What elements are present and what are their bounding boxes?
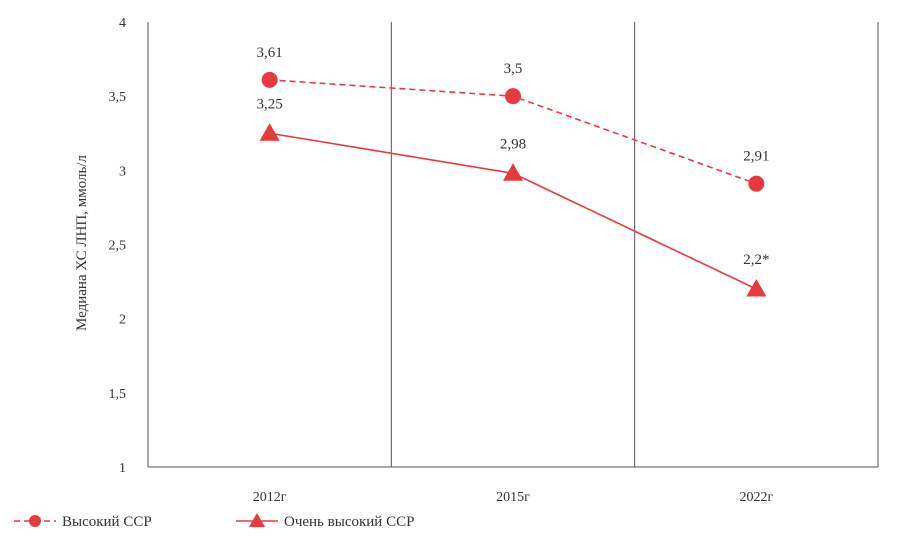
y-tick-label: 2 xyxy=(119,313,126,328)
y-axis-label: Медиана ХС ЛНП, ммоль/л xyxy=(74,155,90,331)
x-tick-label: 2012г xyxy=(253,490,287,505)
legend-label: Высокий ССР xyxy=(62,514,152,530)
grid xyxy=(390,22,636,467)
data-label: 3,61 xyxy=(257,45,283,61)
y-tick-label: 2,5 xyxy=(109,239,127,254)
x-tick-label: 2015г xyxy=(496,490,530,505)
data-point-circle xyxy=(261,71,278,88)
data-label: 3,25 xyxy=(257,96,283,112)
legend-triangle-marker xyxy=(249,513,265,527)
x-tick-label: 2022г xyxy=(739,490,773,505)
data-label: 3,5 xyxy=(504,61,523,77)
legend-circle-marker xyxy=(29,515,41,527)
y-tick-label: 3 xyxy=(119,164,126,179)
y-tick-label: 3,5 xyxy=(109,90,127,105)
series xyxy=(259,71,767,297)
data-labels: 3,61 3,5 2,91 3,25 2,98 2,2* xyxy=(257,45,770,268)
data-label: 2,2* xyxy=(743,252,769,268)
y-tick-label: 1,5 xyxy=(109,387,127,402)
data-label: 2,91 xyxy=(743,149,769,165)
legend-label: Очень высокий ССР xyxy=(284,514,414,530)
data-point-triangle xyxy=(503,163,523,181)
legend: Высокий ССР Очень высокий ССР xyxy=(14,513,414,530)
data-point-triangle xyxy=(259,123,280,141)
y-tick-label: 4 xyxy=(119,16,126,31)
data-label: 2,98 xyxy=(500,136,526,152)
axes: 1 1,5 2 2,5 3 3,5 4 2012г 2015г 2022г xyxy=(109,16,879,505)
data-point-circle xyxy=(748,175,765,192)
data-point-circle xyxy=(505,88,521,105)
data-point-triangle xyxy=(746,279,767,297)
y-tick-label: 1 xyxy=(119,461,126,476)
